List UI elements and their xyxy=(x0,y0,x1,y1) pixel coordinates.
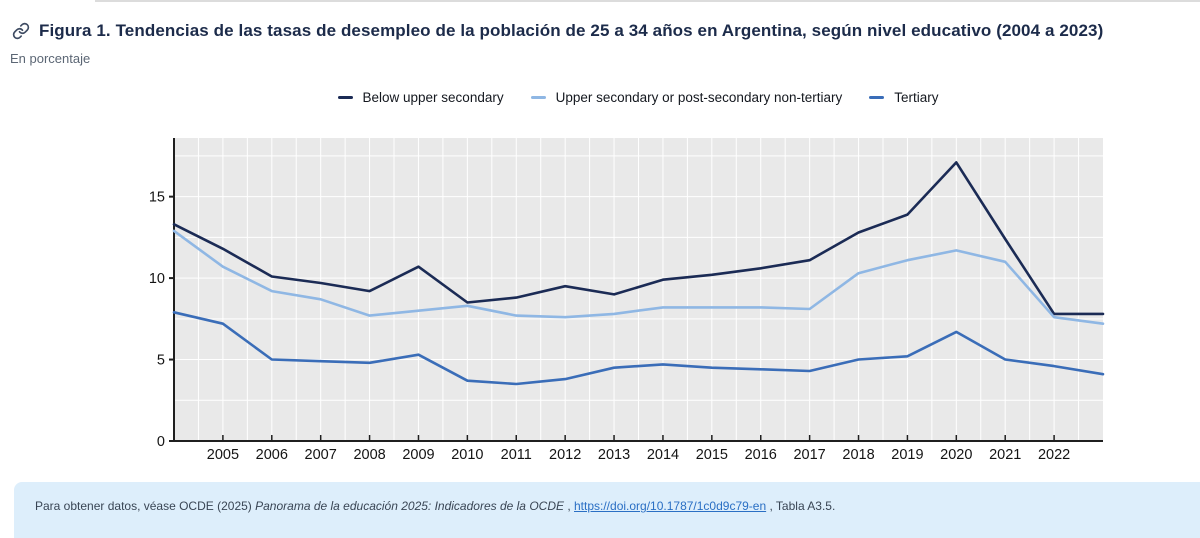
x-axis-tick-label: 2008 xyxy=(353,447,385,463)
x-axis-tick-label: 2017 xyxy=(793,447,825,463)
source-publication-title: Panorama de la educación 2025: Indicador… xyxy=(255,499,564,513)
x-axis-tick-label: 2009 xyxy=(402,447,434,463)
x-axis-tick-label: 2022 xyxy=(1038,447,1070,463)
legend-item-tertiary[interactable]: Tertiary xyxy=(869,90,939,105)
x-axis-tick-label: 2005 xyxy=(207,447,239,463)
x-axis-tick-label: 2011 xyxy=(501,447,532,463)
y-axis-tick-label: 5 xyxy=(157,353,165,369)
y-axis-tick-label: 15 xyxy=(149,190,165,206)
top-edge-divider xyxy=(95,0,1200,2)
x-axis-tick-label: 2013 xyxy=(598,447,630,463)
y-axis-tick-label: 10 xyxy=(149,271,165,287)
source-note: Para obtener datos, véase OCDE (2025) Pa… xyxy=(35,499,1200,513)
legend-item-upper-secondary[interactable]: Upper secondary or post-secondary non-te… xyxy=(530,90,843,105)
x-axis-tick-label: 2010 xyxy=(451,447,483,463)
figure-subtitle: En porcentaje xyxy=(10,51,91,66)
x-axis-tick-label: 2014 xyxy=(647,447,679,463)
doi-link[interactable]: https://doi.org/10.1787/1c0d9c79-en xyxy=(574,499,767,513)
series-line-3[interactable] xyxy=(172,311,1105,386)
x-axis-tick-label: 2015 xyxy=(696,447,728,463)
x-axis-tick-label: 2018 xyxy=(842,447,874,463)
source-note-suffix: , Tabla A3.5. xyxy=(766,499,836,513)
legend-label: Below upper secondary xyxy=(362,90,504,105)
legend-label: Tertiary xyxy=(894,90,939,105)
legend-swatch-below-upper-secondary xyxy=(337,96,353,99)
x-axis-tick-label: 2020 xyxy=(940,447,972,463)
series-line-1[interactable] xyxy=(172,161,1105,316)
x-axis-tick-label: 2016 xyxy=(745,447,777,463)
page-title: Figura 1. Tendencias de las tasas de des… xyxy=(39,21,1104,40)
legend-item-below-upper-secondary[interactable]: Below upper secondary xyxy=(337,90,504,105)
legend-swatch-upper-secondary xyxy=(530,96,546,99)
source-note-separator: , xyxy=(563,499,574,513)
x-axis-tick-label: 2006 xyxy=(256,447,288,463)
legend-label: Upper secondary or post-secondary non-te… xyxy=(555,90,843,105)
x-axis-tick-label: 2007 xyxy=(305,447,337,463)
x-axis-tick-label: 2019 xyxy=(891,447,923,463)
series-line-2[interactable] xyxy=(172,229,1105,325)
figure-header: Figura 1. Tendencias de las tasas de des… xyxy=(12,21,1103,41)
chart-legend: Below upper secondary Upper secondary or… xyxy=(0,90,1200,105)
legend-swatch-tertiary xyxy=(869,96,885,99)
source-note-prefix: Para obtener datos, véase OCDE (2025) xyxy=(35,499,256,513)
source-note-band: Para obtener datos, véase OCDE (2025) Pa… xyxy=(14,482,1200,538)
unemployment-trend-line-chart: 0 5 10 15 2005 2006 2007 2008 2009 2010 2011 2012 20… xyxy=(149,138,1105,463)
x-axis-tick-label: 2012 xyxy=(549,447,581,463)
y-axis-tick-label: 0 xyxy=(157,434,165,450)
x-axis-tick-label: 2021 xyxy=(989,447,1021,463)
link-icon[interactable] xyxy=(12,22,30,40)
